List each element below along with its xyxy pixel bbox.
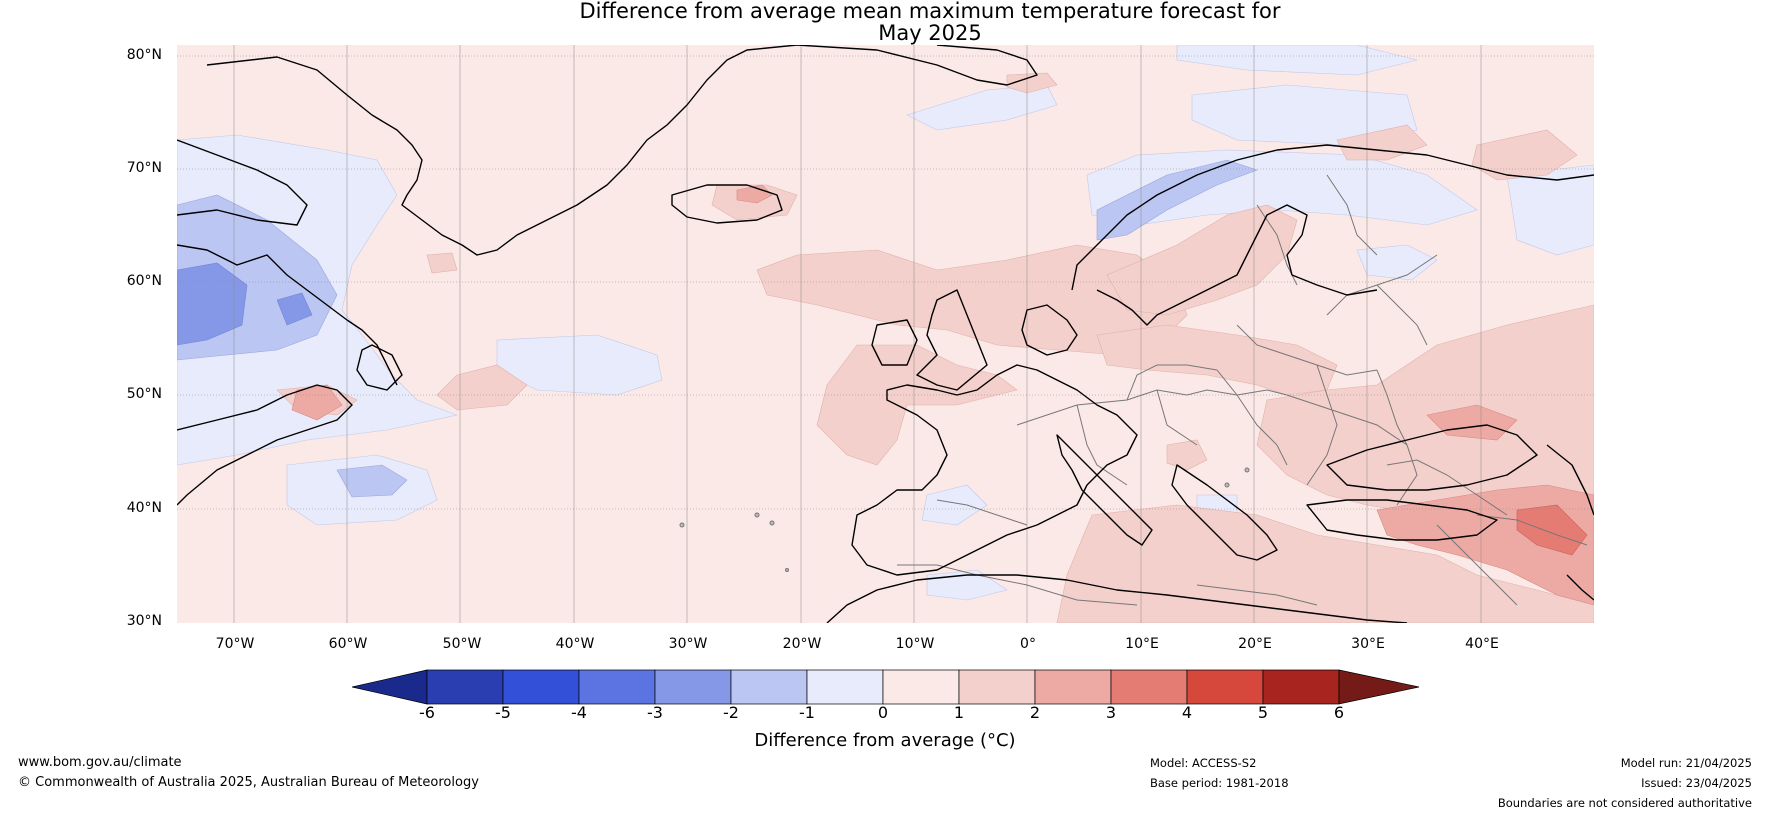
lat-label-40n: 40°N <box>126 500 162 516</box>
lon-label-30e: 30°E <box>1351 636 1385 652</box>
colorbar <box>352 669 1420 705</box>
colorbar-tick-label: -3 <box>647 703 663 722</box>
coast-western-europe <box>851 364 1138 576</box>
colorbar-tick-label: 4 <box>1181 703 1193 722</box>
anomaly-map <box>177 45 1594 623</box>
lon-label-60w: 60°W <box>328 636 368 652</box>
country-borders <box>897 174 1588 606</box>
lon-label-50w: 50°W <box>442 636 482 652</box>
small-islands <box>679 467 1250 572</box>
colorbar-tick-label: -4 <box>571 703 587 722</box>
colorbar-extend-max <box>1338 669 1420 705</box>
coast-turkey <box>1306 499 1498 541</box>
colorbar-title: Difference from average (°C) <box>754 730 1016 751</box>
colorbar-tick-label: -6 <box>419 703 435 722</box>
colorbar-tick-label: 3 <box>1105 703 1117 722</box>
colorbar-bin-3 <box>578 669 656 705</box>
coast-ireland <box>871 319 918 366</box>
footer-issued: Issued: 23/04/2025 <box>1641 776 1752 790</box>
lon-label-40e: 40°E <box>1465 636 1499 652</box>
lat-label-80n: 80°N <box>126 47 162 63</box>
coast-black-sea <box>1326 424 1538 491</box>
coast-italy <box>1056 434 1153 546</box>
footer-copyright: © Commonwealth of Australia 2025, Austra… <box>18 775 479 790</box>
colorbar-tick-label: 1 <box>953 703 965 722</box>
footer-model: Model: ACCESS-S2 <box>1150 756 1257 770</box>
lat-label-30n: 30°N <box>126 613 162 629</box>
lon-label-20w: 20°W <box>782 636 822 652</box>
lat-label-50n: 50°N <box>126 386 162 402</box>
map-gridlines <box>177 55 1594 510</box>
map-title-line2: May 2025 <box>878 21 982 45</box>
coast-scandinavia <box>1071 144 1594 291</box>
colorbar-bin-1 <box>426 669 504 705</box>
colorbar-bin-11 <box>1186 669 1264 705</box>
footer-base-period: Base period: 1981-2018 <box>1150 776 1289 790</box>
lon-label-70w: 70°W <box>215 636 255 652</box>
anomaly-warm-very-strong-regions <box>1516 504 1588 556</box>
colorbar-tick-label: -2 <box>723 703 739 722</box>
colorbar-bin-12 <box>1262 669 1340 705</box>
colorbar-bin-6 <box>806 669 884 705</box>
colorbar-bin-7 <box>882 669 960 705</box>
colorbar-extend-min <box>352 669 428 705</box>
lon-label-40w: 40°W <box>555 636 595 652</box>
lon-label-0: 0° <box>1020 636 1036 652</box>
anomaly-cold-strong-regions <box>177 262 313 346</box>
colorbar-bin-5 <box>730 669 808 705</box>
lon-label-30w: 30°W <box>668 636 708 652</box>
colorbar-bin-2 <box>502 669 580 705</box>
coast-baffin-labrador <box>177 139 308 226</box>
lat-label-60n: 60°N <box>126 273 162 289</box>
coast-great-britain <box>916 289 988 391</box>
coast-iceland <box>671 184 783 224</box>
lat-label-70n: 70°N <box>126 160 162 176</box>
coast-greenland <box>206 45 1038 256</box>
footer-model-run: Model run: 21/04/2025 <box>1620 756 1752 770</box>
colorbar-bin-8 <box>958 669 1036 705</box>
coast-newfoundland <box>356 344 403 391</box>
lon-label-10w: 10°W <box>895 636 935 652</box>
map-title-line1: Difference from average mean maximum tem… <box>579 0 1281 23</box>
lon-label-20e: 20°E <box>1238 636 1272 652</box>
colorbar-bin-9 <box>1034 669 1112 705</box>
colorbar-bin-10 <box>1110 669 1188 705</box>
colorbar-tick-label: 5 <box>1257 703 1269 722</box>
colorbar-tick-label: 2 <box>1029 703 1041 722</box>
colorbar-tick-label: -5 <box>495 703 511 722</box>
colorbar-tick-label: 6 <box>1333 703 1345 722</box>
colorbar-tick-label: 0 <box>877 703 889 722</box>
coast-north-africa <box>826 574 1408 623</box>
coastlines <box>177 45 1594 623</box>
footer-disclaimer: Boundaries are not considered authoritat… <box>1497 796 1752 810</box>
coast-balkans-greece <box>1171 464 1278 561</box>
lon-label-10e: 10°E <box>1125 636 1159 652</box>
colorbar-bin-4 <box>654 669 732 705</box>
colorbar-tick-label: -1 <box>799 703 815 722</box>
footer-website: www.bom.gov.au/climate <box>18 755 182 770</box>
